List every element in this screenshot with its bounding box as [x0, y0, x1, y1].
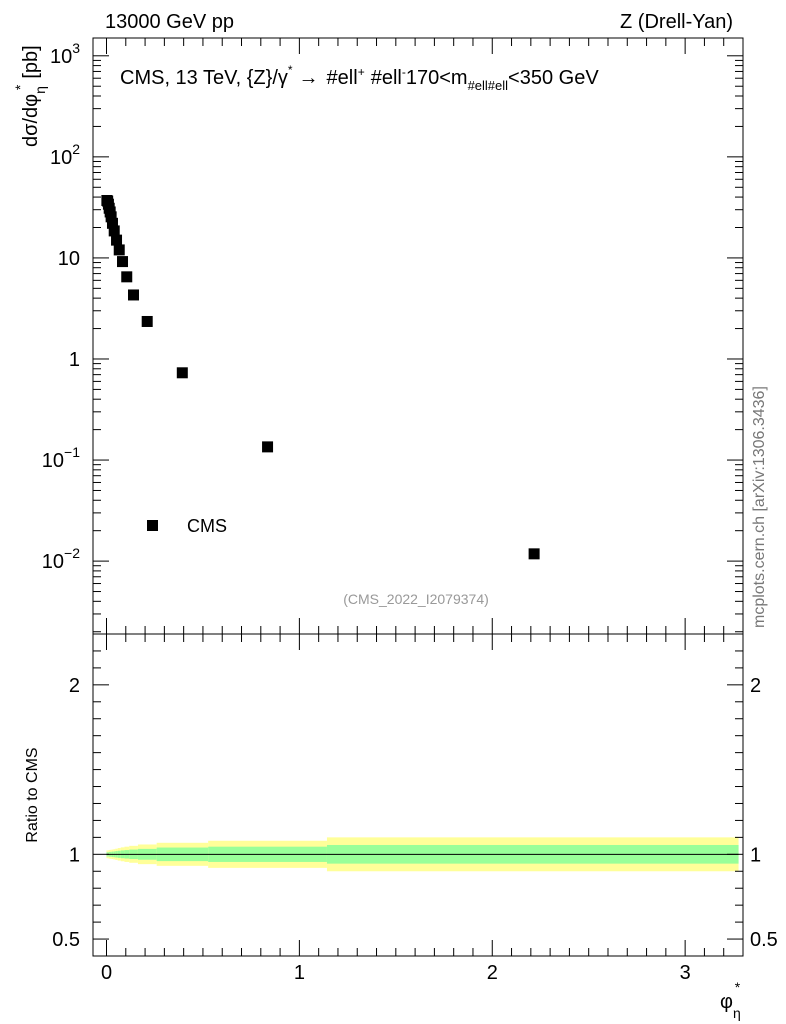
main-y-tick-label: 102	[50, 141, 80, 169]
ratio-y-tick-label-right: 2	[750, 675, 761, 697]
tick-base: 10	[42, 551, 64, 573]
x-tick-label: 3	[680, 962, 691, 984]
title-mass-tail: <350 GeV	[508, 67, 599, 89]
data-point	[176, 367, 188, 379]
xlabel-sub: η	[733, 1005, 741, 1021]
data-point	[117, 256, 129, 268]
main-title: CMS, 13 TeV, {Z}/γ* → #ell+ #ell-170<m#ell#…	[120, 63, 599, 93]
main-y-tick-label: 10	[58, 248, 80, 270]
ratio-y-tick-label-left: 1	[69, 844, 80, 866]
title-lead: CMS, 13 TeV, {Z}/γ	[120, 67, 288, 89]
tick-base: 10	[58, 248, 80, 270]
tick-base: 1	[69, 349, 80, 371]
legend-marker-cms	[147, 520, 158, 531]
x-axis-label: φη *	[720, 979, 741, 1021]
main-y-tick-label: 10−2	[42, 545, 80, 573]
main-axis-ticks	[93, 38, 743, 634]
analysis-annotation: (CMS_2022_I2079374)	[343, 591, 489, 607]
data-point	[121, 271, 133, 283]
data-point	[105, 211, 117, 223]
title-star: *	[288, 63, 293, 77]
title-ell1: #ell	[327, 67, 358, 89]
title-arrow: →	[299, 67, 319, 89]
xlabel-sup: *	[735, 979, 741, 995]
tick-base: 10	[42, 450, 64, 472]
ylabel-main: dσ/dφ	[20, 94, 42, 147]
tick-base: 10	[50, 147, 72, 169]
data-point	[113, 244, 125, 256]
title-plus: +	[358, 65, 365, 79]
ylabel-sub: η	[32, 86, 48, 94]
svg-text:dσ/dφη*[pb]: dσ/dφη * [pb]	[12, 45, 48, 147]
main-y-tick-label: 1	[69, 349, 80, 371]
ylabel-sup: *	[12, 84, 28, 90]
title-ell2: #ell	[371, 67, 402, 89]
data-point	[528, 548, 540, 560]
title-minus: -	[402, 65, 406, 79]
data-point	[128, 289, 140, 301]
data-point	[108, 225, 120, 237]
data-point	[106, 217, 118, 229]
ratio-y-axis-label: Ratio to CMS	[24, 747, 41, 842]
title-mass-sub: #ell#ell	[468, 78, 509, 93]
x-tick-label: 0	[101, 962, 112, 984]
main-y-tick-label: 10−1	[42, 444, 80, 472]
title-mass: 170<m	[406, 67, 468, 89]
side-label: mcplots.cern.ch [arXiv:1306.3436]	[751, 386, 768, 628]
tick-base: 10	[50, 46, 72, 68]
data-point	[111, 234, 123, 246]
tick-exponent: −2	[64, 545, 80, 561]
ratio-y-tick-label-left: 2	[69, 675, 80, 697]
ratio-axis-ticks	[93, 634, 743, 956]
xlabel-main: φ	[720, 991, 733, 1013]
main-data-points	[101, 194, 540, 560]
legend-label-cms: CMS	[187, 516, 227, 536]
ylabel-unit: [pb]	[20, 45, 42, 78]
ratio-y-tick-label-right: 0.5	[750, 929, 778, 951]
main-frame	[92, 37, 744, 635]
ratio-panel: 0.5 0.5 1 1 2 2 0 1 2 3 Ratio to CMS φη *	[24, 633, 778, 1021]
x-tick-label: 1	[294, 962, 305, 984]
data-point	[141, 315, 153, 327]
ratio-frame	[92, 633, 744, 957]
data-point	[262, 441, 274, 453]
main-y-axis-label: dσ/dφη * [pb]	[12, 45, 48, 147]
header-right: Z (Drell-Yan)	[620, 11, 733, 33]
svg-text:φη*: φη *	[720, 979, 741, 1021]
ratio-plot-area	[92, 633, 744, 957]
ratio-tick-labels: 0.5 0.5 1 1 2 2 0 1 2 3	[52, 675, 778, 984]
tick-exponent: 3	[72, 40, 80, 56]
tick-exponent: −1	[64, 444, 80, 460]
ratio-y-tick-label-right: 1	[750, 844, 761, 866]
ratio-y-tick-label-left: 0.5	[52, 929, 80, 951]
ratio-bands	[106, 837, 739, 872]
legend: CMS	[147, 516, 227, 536]
header-left: 13000 GeV pp	[105, 11, 234, 33]
main-plot-area	[92, 37, 744, 635]
main-y-tick-label: 103	[50, 40, 80, 68]
tick-exponent: 2	[72, 141, 80, 157]
x-tick-label: 2	[487, 962, 498, 984]
